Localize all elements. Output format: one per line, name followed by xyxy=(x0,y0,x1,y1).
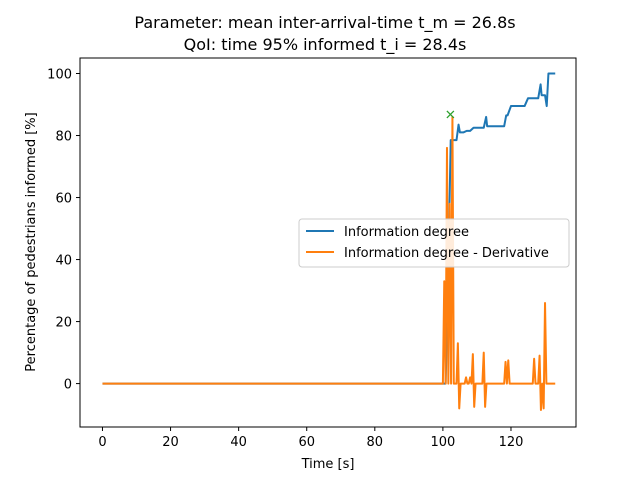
chart-title-line-1: Parameter: mean inter-arrival-time t_m =… xyxy=(134,13,515,33)
x-tick-label: 40 xyxy=(230,435,247,450)
y-tick-label: 80 xyxy=(55,130,72,145)
y-axis-label: Percentage of pedestrians informed [%] xyxy=(24,112,39,371)
axes-frame xyxy=(79,57,577,428)
x-tick-label: 100 xyxy=(430,435,455,450)
y-tick-label: 0 xyxy=(64,378,72,393)
x-tick-label: 0 xyxy=(98,435,106,450)
x-tick-label: 120 xyxy=(499,435,524,450)
x-tick-label: 60 xyxy=(298,435,315,450)
y-tick-label: 60 xyxy=(55,192,72,207)
legend-label-derivative: Information degree - Derivative xyxy=(344,246,549,261)
y-tick-label: 40 xyxy=(55,254,72,269)
x-tick-label: 80 xyxy=(367,435,384,450)
x-tick-label: 20 xyxy=(162,435,179,450)
y-tick-label: 100 xyxy=(47,68,72,83)
y-tick-label: 20 xyxy=(55,316,72,331)
legend: Information degree Information degree - … xyxy=(298,218,570,268)
chart-title-line-2: QoI: time 95% informed t_i = 28.4s xyxy=(184,35,467,55)
x-axis-label: Time [s] xyxy=(301,457,355,472)
series-line-derivative xyxy=(102,115,556,411)
plot-area xyxy=(102,72,556,411)
legend-box xyxy=(298,218,570,268)
series-line-information-degree xyxy=(102,72,556,385)
threshold-marker xyxy=(446,110,455,119)
legend-label-information-degree: Information degree xyxy=(344,225,469,240)
axis-ticks: 0 20 40 60 80 100 120 0 20 40 60 80 100 xyxy=(47,68,523,450)
